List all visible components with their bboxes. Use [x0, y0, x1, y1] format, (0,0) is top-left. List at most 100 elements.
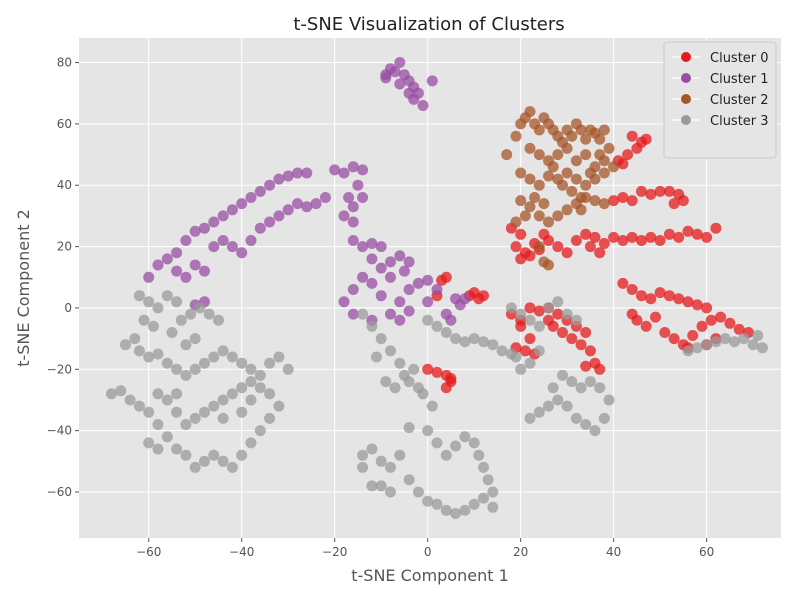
data-point — [561, 400, 573, 412]
data-point — [710, 336, 722, 348]
data-point — [584, 376, 596, 388]
data-point — [143, 406, 155, 418]
data-point — [626, 284, 638, 295]
data-point — [691, 342, 703, 354]
data-point — [575, 124, 587, 136]
data-point — [515, 320, 527, 332]
data-point — [412, 277, 424, 289]
data-point — [440, 504, 452, 516]
data-point — [566, 130, 578, 142]
data-point — [515, 253, 527, 265]
y-tick-label: −60 — [47, 485, 72, 499]
data-point — [515, 195, 527, 207]
data-point — [264, 216, 276, 228]
data-point — [515, 363, 527, 375]
data-point — [375, 262, 387, 274]
data-point — [226, 204, 238, 216]
data-point — [533, 179, 545, 191]
data-point — [580, 360, 592, 372]
data-point — [487, 486, 499, 498]
data-point — [338, 210, 350, 222]
data-point — [570, 173, 582, 185]
data-point — [347, 161, 359, 173]
data-point — [496, 345, 508, 357]
data-point — [650, 311, 661, 323]
data-point — [668, 198, 680, 210]
data-point — [347, 235, 359, 246]
data-point — [422, 363, 434, 375]
data-point — [371, 351, 382, 363]
data-point — [422, 274, 434, 286]
data-point — [366, 443, 378, 455]
data-point — [519, 210, 531, 222]
data-point — [273, 173, 285, 185]
data-point — [403, 256, 415, 268]
data-point — [515, 308, 527, 320]
data-point — [510, 351, 522, 363]
data-point — [343, 192, 355, 203]
legend-marker-cluster-1 — [681, 73, 691, 83]
data-point — [575, 192, 587, 203]
data-point — [673, 231, 685, 243]
data-point — [557, 179, 568, 191]
data-point — [180, 235, 192, 246]
data-point — [594, 363, 606, 375]
legend-marker-cluster-3 — [681, 115, 691, 125]
data-point — [245, 437, 257, 449]
data-point — [575, 204, 587, 216]
data-point — [524, 314, 536, 326]
data-point — [589, 425, 601, 437]
data-point — [403, 474, 415, 486]
data-point — [589, 195, 601, 207]
data-point — [733, 323, 745, 335]
x-axis-title: t-SNE Component 1 — [351, 566, 509, 585]
data-point — [236, 357, 248, 369]
data-point — [426, 75, 438, 87]
data-point — [161, 394, 173, 406]
data-point — [663, 290, 675, 302]
data-point — [310, 198, 322, 210]
data-point — [217, 455, 229, 467]
legend-marker-cluster-0 — [681, 52, 691, 62]
data-point — [254, 369, 266, 381]
data-point — [594, 149, 606, 161]
data-point — [208, 449, 220, 461]
data-point — [357, 308, 369, 320]
data-point — [659, 327, 671, 338]
data-point — [189, 225, 201, 237]
data-point — [756, 342, 768, 354]
data-point — [180, 369, 192, 381]
data-point — [403, 376, 415, 388]
data-point — [543, 235, 554, 246]
data-point — [264, 357, 276, 369]
data-point — [375, 290, 387, 302]
data-point — [547, 161, 559, 173]
data-point — [450, 508, 462, 519]
data-point — [622, 149, 634, 161]
data-point — [557, 369, 568, 381]
data-point — [273, 400, 285, 412]
data-point — [603, 394, 615, 406]
data-point — [226, 461, 238, 473]
data-point — [529, 192, 541, 203]
legend-box — [663, 41, 777, 159]
data-point — [143, 437, 155, 449]
data-point — [510, 241, 522, 253]
data-point — [422, 296, 434, 308]
data-point — [133, 290, 145, 302]
data-point — [366, 277, 378, 289]
data-point — [487, 339, 499, 351]
data-point — [580, 149, 592, 161]
data-point — [236, 406, 248, 418]
data-point — [575, 339, 587, 351]
data-point — [226, 351, 238, 363]
data-point — [570, 235, 582, 246]
data-point — [603, 142, 615, 154]
data-point — [254, 382, 266, 394]
data-point — [133, 345, 145, 357]
data-point — [636, 290, 647, 302]
data-point — [133, 400, 145, 412]
data-point — [533, 124, 545, 136]
data-point — [389, 382, 401, 394]
data-point — [594, 382, 606, 394]
